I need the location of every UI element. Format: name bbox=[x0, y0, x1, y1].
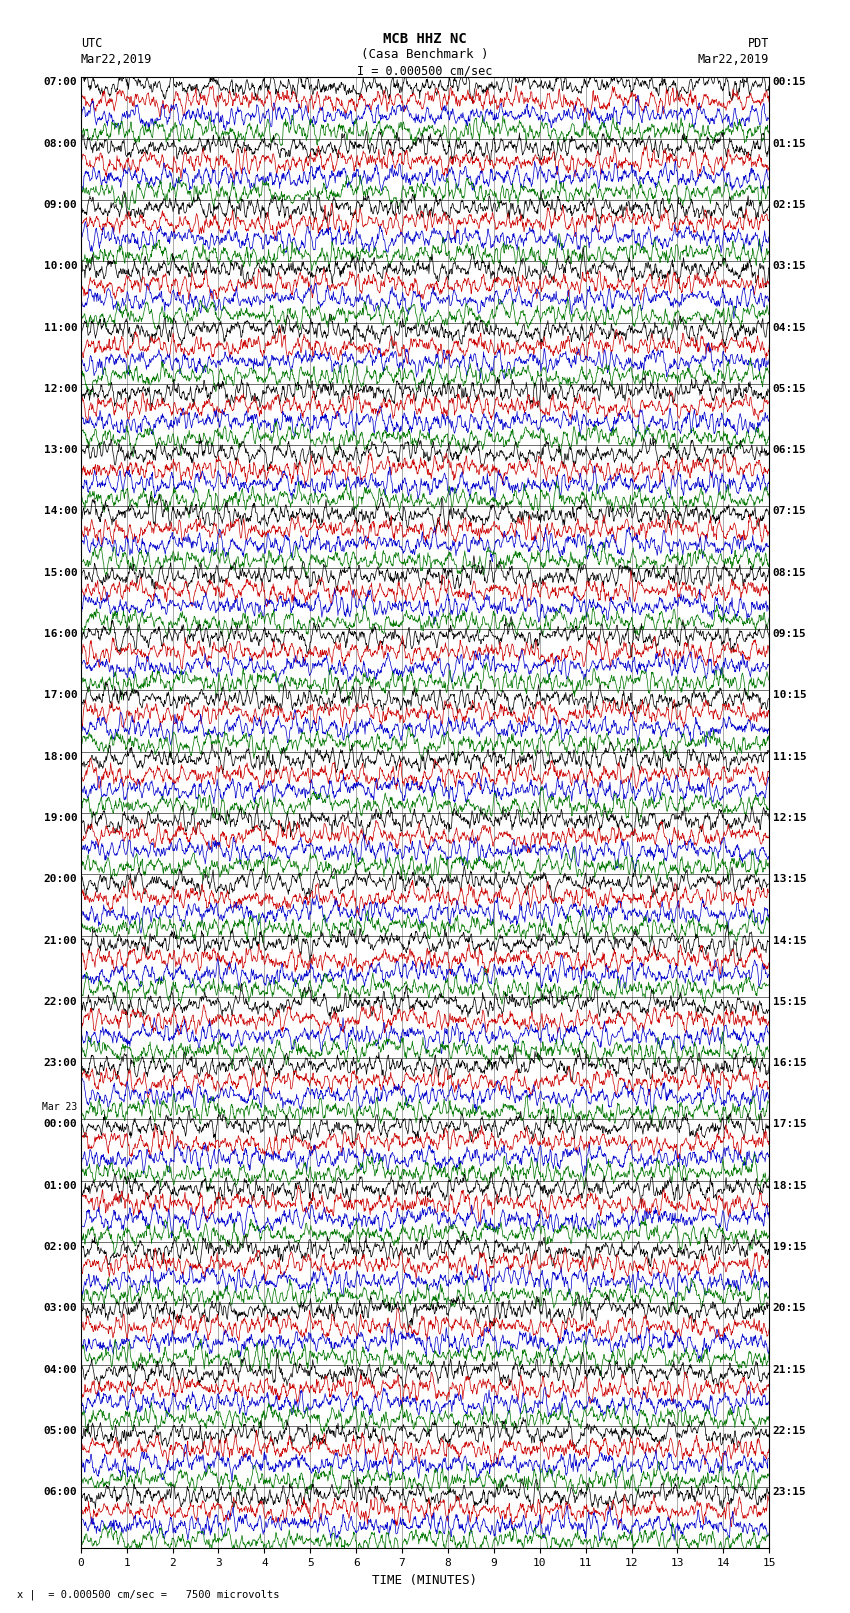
Text: 05:15: 05:15 bbox=[773, 384, 807, 394]
Text: 06:15: 06:15 bbox=[773, 445, 807, 455]
Text: 06:00: 06:00 bbox=[43, 1487, 77, 1497]
Text: UTC: UTC bbox=[81, 37, 102, 50]
Text: 10:00: 10:00 bbox=[43, 261, 77, 271]
Text: 10:15: 10:15 bbox=[773, 690, 807, 700]
Text: 11:15: 11:15 bbox=[773, 752, 807, 761]
Text: 18:15: 18:15 bbox=[773, 1181, 807, 1190]
Text: 13:15: 13:15 bbox=[773, 874, 807, 884]
Text: 03:15: 03:15 bbox=[773, 261, 807, 271]
Text: Mar22,2019: Mar22,2019 bbox=[81, 53, 152, 66]
Text: 23:00: 23:00 bbox=[43, 1058, 77, 1068]
Text: Mar22,2019: Mar22,2019 bbox=[698, 53, 769, 66]
X-axis label: TIME (MINUTES): TIME (MINUTES) bbox=[372, 1574, 478, 1587]
Text: 03:00: 03:00 bbox=[43, 1303, 77, 1313]
Text: 08:00: 08:00 bbox=[43, 139, 77, 148]
Text: 02:15: 02:15 bbox=[773, 200, 807, 210]
Text: 01:15: 01:15 bbox=[773, 139, 807, 148]
Text: 08:15: 08:15 bbox=[773, 568, 807, 577]
Text: (Casa Benchmark ): (Casa Benchmark ) bbox=[361, 48, 489, 61]
Text: 20:00: 20:00 bbox=[43, 874, 77, 884]
Text: 02:00: 02:00 bbox=[43, 1242, 77, 1252]
Text: 14:00: 14:00 bbox=[43, 506, 77, 516]
Text: 21:00: 21:00 bbox=[43, 936, 77, 945]
Text: 22:00: 22:00 bbox=[43, 997, 77, 1007]
Text: 09:00: 09:00 bbox=[43, 200, 77, 210]
Text: 21:15: 21:15 bbox=[773, 1365, 807, 1374]
Text: PDT: PDT bbox=[748, 37, 769, 50]
Text: 14:15: 14:15 bbox=[773, 936, 807, 945]
Text: 23:15: 23:15 bbox=[773, 1487, 807, 1497]
Text: 12:15: 12:15 bbox=[773, 813, 807, 823]
Text: I = 0.000500 cm/sec: I = 0.000500 cm/sec bbox=[357, 65, 493, 77]
Text: 19:00: 19:00 bbox=[43, 813, 77, 823]
Text: Mar 23: Mar 23 bbox=[42, 1102, 77, 1111]
Text: 04:00: 04:00 bbox=[43, 1365, 77, 1374]
Text: 04:15: 04:15 bbox=[773, 323, 807, 332]
Text: 15:15: 15:15 bbox=[773, 997, 807, 1007]
Text: 11:00: 11:00 bbox=[43, 323, 77, 332]
Text: 22:15: 22:15 bbox=[773, 1426, 807, 1436]
Text: 00:00: 00:00 bbox=[43, 1119, 77, 1129]
Text: 16:15: 16:15 bbox=[773, 1058, 807, 1068]
Text: 05:00: 05:00 bbox=[43, 1426, 77, 1436]
Text: 07:15: 07:15 bbox=[773, 506, 807, 516]
Text: 09:15: 09:15 bbox=[773, 629, 807, 639]
Text: 20:15: 20:15 bbox=[773, 1303, 807, 1313]
Text: 13:00: 13:00 bbox=[43, 445, 77, 455]
Text: 17:00: 17:00 bbox=[43, 690, 77, 700]
Text: 17:15: 17:15 bbox=[773, 1119, 807, 1129]
Text: 19:15: 19:15 bbox=[773, 1242, 807, 1252]
Text: 15:00: 15:00 bbox=[43, 568, 77, 577]
Text: MCB HHZ NC: MCB HHZ NC bbox=[383, 32, 467, 47]
Text: 18:00: 18:00 bbox=[43, 752, 77, 761]
Text: 16:00: 16:00 bbox=[43, 629, 77, 639]
Text: x |  = 0.000500 cm/sec =   7500 microvolts: x | = 0.000500 cm/sec = 7500 microvolts bbox=[17, 1589, 280, 1600]
Text: 00:15: 00:15 bbox=[773, 77, 807, 87]
Text: 12:00: 12:00 bbox=[43, 384, 77, 394]
Text: 01:00: 01:00 bbox=[43, 1181, 77, 1190]
Text: 07:00: 07:00 bbox=[43, 77, 77, 87]
